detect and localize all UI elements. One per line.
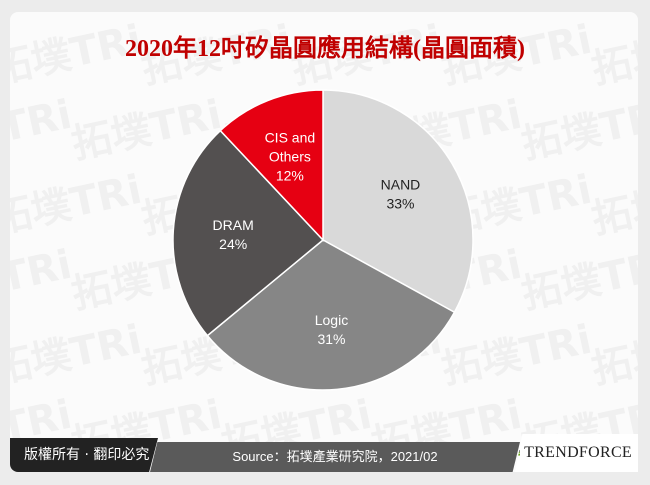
source-note: Source：拓墣產業研究院，2021/02 (150, 442, 520, 472)
trendforce-logo: TrendForce (515, 434, 638, 472)
pie-slice-cis-and-others (219, 89, 324, 242)
pie-slice-nand (322, 89, 474, 314)
footer: 版權所有 · 翻印必究 Source：拓墣產業研究院，2021/02 Trend… (10, 434, 638, 472)
copyright-notice: 版權所有 · 翻印必究 (10, 438, 158, 472)
brand-name: TrendForce (524, 444, 632, 461)
pie-slice-logic (206, 239, 456, 391)
data-label: NAND 33% (381, 177, 421, 212)
data-label: CIS and Others 12% (265, 129, 316, 183)
data-label: Logic 31% (315, 312, 348, 347)
pie-slice-dram (172, 129, 325, 337)
data-label: DRAM 24% (213, 217, 254, 252)
chart-title: 2020年12吋矽晶圓應用結構(晶圓面積) (125, 36, 525, 62)
